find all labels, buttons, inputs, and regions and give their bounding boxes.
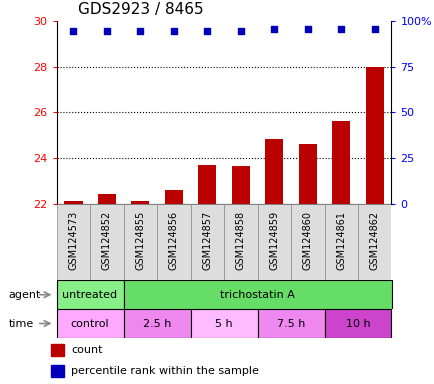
- Bar: [56, 280, 123, 309]
- Point: [203, 28, 210, 34]
- Text: trichostatin A: trichostatin A: [220, 290, 294, 300]
- Text: untreated: untreated: [62, 290, 117, 300]
- Bar: [90, 204, 123, 280]
- Bar: [197, 165, 216, 204]
- Text: 10 h: 10 h: [345, 318, 369, 329]
- Bar: [257, 309, 324, 338]
- Text: GSM124859: GSM124859: [269, 211, 279, 270]
- Point: [304, 26, 311, 32]
- Text: agent: agent: [9, 290, 41, 300]
- Bar: [365, 67, 383, 204]
- Text: percentile rank within the sample: percentile rank within the sample: [71, 366, 259, 376]
- Text: count: count: [71, 345, 103, 355]
- Bar: [324, 309, 391, 338]
- Text: GSM124857: GSM124857: [202, 211, 212, 270]
- Text: 5 h: 5 h: [215, 318, 232, 329]
- Text: GSM124852: GSM124852: [102, 211, 112, 270]
- Bar: [190, 204, 224, 280]
- Point: [70, 28, 77, 34]
- Text: GSM124573: GSM124573: [68, 211, 78, 270]
- Text: GSM124855: GSM124855: [135, 211, 145, 270]
- Bar: [56, 309, 123, 338]
- Bar: [123, 309, 190, 338]
- Point: [137, 28, 144, 34]
- Text: GSM124856: GSM124856: [168, 211, 178, 270]
- Point: [371, 26, 378, 32]
- Bar: [257, 204, 290, 280]
- Text: GSM124862: GSM124862: [369, 211, 379, 270]
- Bar: [64, 201, 82, 204]
- Bar: [331, 121, 350, 204]
- Bar: [224, 204, 257, 280]
- Point: [270, 26, 277, 32]
- Bar: [56, 204, 90, 280]
- Point: [337, 26, 344, 32]
- Bar: [190, 309, 257, 338]
- Text: GSM124861: GSM124861: [335, 211, 345, 270]
- Text: 7.5 h: 7.5 h: [276, 318, 305, 329]
- Text: time: time: [9, 318, 34, 329]
- Bar: [298, 144, 316, 204]
- Bar: [51, 344, 64, 356]
- Bar: [231, 166, 250, 204]
- Text: GDS2923 / 8465: GDS2923 / 8465: [78, 2, 204, 17]
- Bar: [131, 201, 149, 204]
- Bar: [264, 139, 283, 204]
- Bar: [97, 194, 116, 204]
- Text: GSM124860: GSM124860: [302, 211, 312, 270]
- Text: GSM124858: GSM124858: [235, 211, 245, 270]
- Point: [170, 28, 177, 34]
- Bar: [123, 280, 391, 309]
- Bar: [357, 204, 391, 280]
- Bar: [157, 204, 190, 280]
- Bar: [51, 365, 64, 377]
- Bar: [123, 204, 157, 280]
- Bar: [324, 204, 357, 280]
- Point: [237, 28, 244, 34]
- Text: 2.5 h: 2.5 h: [142, 318, 171, 329]
- Text: control: control: [71, 318, 109, 329]
- Bar: [290, 204, 324, 280]
- Bar: [164, 190, 183, 204]
- Point: [103, 28, 110, 34]
